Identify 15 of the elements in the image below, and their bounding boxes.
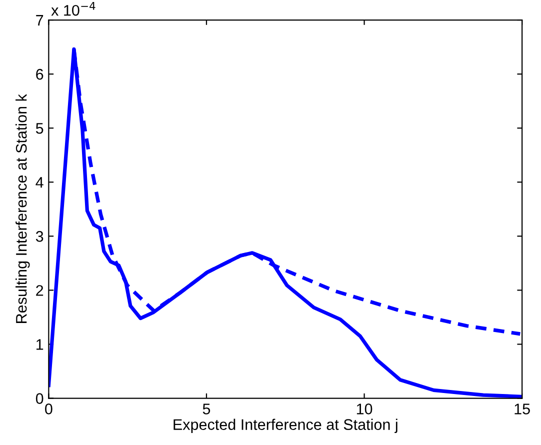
x-tick-label: 15 [514,404,530,414]
x-tick-label: 5 [202,404,210,414]
y-tick-label: 3 [36,231,44,242]
y-tick-label: 1 [36,339,44,350]
text: x 10$^{−4}$ [51,2,96,16]
y-tick-label: 0 [36,393,44,404]
y-axis-title: Resulting Interference at Station k [16,94,30,323]
y-tick-label: 5 [36,123,44,134]
y-tick-label: 2 [36,285,44,296]
y-tick-label: 6 [36,68,44,80]
x-tick-label: 10 [356,404,372,414]
x-axis-title: Expected Interference at Station j [174,418,398,434]
y-tick-label: 7 [36,15,44,26]
x-tick-label: 0 [45,404,52,414]
y-tick-label: 4 [36,177,44,188]
